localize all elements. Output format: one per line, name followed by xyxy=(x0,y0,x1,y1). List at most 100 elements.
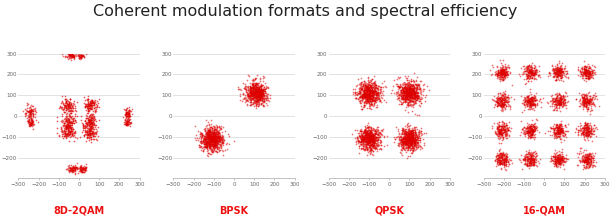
Point xyxy=(494,102,504,105)
Point xyxy=(530,70,540,74)
Point xyxy=(522,76,532,80)
Point xyxy=(395,89,404,92)
Point xyxy=(363,136,373,139)
Point xyxy=(404,95,414,98)
Point xyxy=(498,77,508,81)
Point xyxy=(522,129,532,132)
Point xyxy=(65,169,75,172)
Point xyxy=(552,74,562,77)
Point xyxy=(584,91,594,94)
Point xyxy=(367,128,377,132)
Point xyxy=(557,101,566,104)
Point xyxy=(525,162,535,165)
Point xyxy=(68,127,78,131)
Point xyxy=(360,147,370,151)
Point xyxy=(523,156,533,160)
Point xyxy=(580,104,590,107)
Point xyxy=(530,99,540,102)
Point xyxy=(554,122,564,126)
Point xyxy=(89,102,98,105)
Point xyxy=(246,85,256,88)
Point xyxy=(579,133,589,136)
Point xyxy=(581,155,591,159)
Point xyxy=(82,117,92,120)
Point xyxy=(67,54,76,58)
Point xyxy=(583,101,593,105)
Point xyxy=(585,99,595,103)
Point xyxy=(576,128,586,131)
Point xyxy=(355,140,365,144)
Point xyxy=(527,72,537,76)
Point xyxy=(406,138,415,142)
Point xyxy=(64,131,73,134)
Point xyxy=(585,123,595,126)
Point xyxy=(360,85,370,89)
Point xyxy=(362,99,371,103)
Point xyxy=(24,110,34,113)
Point xyxy=(493,126,503,130)
Point xyxy=(403,90,413,93)
Point xyxy=(204,130,214,133)
Point xyxy=(243,92,252,96)
Point xyxy=(398,135,408,139)
Point xyxy=(62,124,71,127)
Point xyxy=(63,105,73,109)
Point xyxy=(367,139,376,142)
Point xyxy=(587,71,597,74)
Point xyxy=(362,93,372,96)
Point xyxy=(403,142,413,145)
Point xyxy=(580,69,590,72)
Point xyxy=(551,136,561,140)
Point xyxy=(86,107,96,111)
Point xyxy=(368,138,378,142)
Point xyxy=(70,130,80,134)
Point xyxy=(370,99,380,103)
Point xyxy=(555,119,565,122)
Point xyxy=(499,129,508,132)
Point xyxy=(407,148,417,152)
Point xyxy=(559,99,569,102)
Point xyxy=(87,101,97,105)
Point xyxy=(63,116,73,119)
Point xyxy=(362,133,372,137)
Point xyxy=(554,125,564,128)
Point xyxy=(414,134,423,138)
Point xyxy=(497,78,507,82)
Point xyxy=(369,88,379,92)
Point xyxy=(405,131,415,134)
Point xyxy=(404,92,414,95)
Point xyxy=(62,117,72,120)
Point xyxy=(62,132,72,136)
Point xyxy=(529,160,538,163)
Point xyxy=(85,102,95,105)
Point xyxy=(413,140,423,143)
Point xyxy=(403,140,412,144)
Point xyxy=(364,132,373,135)
Point xyxy=(362,142,371,146)
Point xyxy=(73,167,82,171)
Point xyxy=(204,136,214,139)
Point xyxy=(562,69,571,73)
Point xyxy=(499,68,509,72)
Point xyxy=(221,130,230,133)
Point xyxy=(499,163,509,167)
Point xyxy=(521,103,530,107)
Point xyxy=(577,92,587,96)
Point xyxy=(60,132,70,136)
Point xyxy=(89,124,98,127)
Point xyxy=(555,159,565,163)
Point xyxy=(492,160,502,163)
Point xyxy=(492,127,502,130)
Point xyxy=(204,130,214,133)
Point xyxy=(66,129,76,132)
Point xyxy=(397,132,406,135)
Point xyxy=(580,123,590,127)
Point xyxy=(573,130,582,133)
Point xyxy=(65,55,75,58)
Point xyxy=(360,137,370,140)
Point xyxy=(238,92,247,96)
Point xyxy=(556,97,566,100)
Point xyxy=(404,97,414,100)
Point xyxy=(54,134,64,138)
Point xyxy=(496,127,505,131)
